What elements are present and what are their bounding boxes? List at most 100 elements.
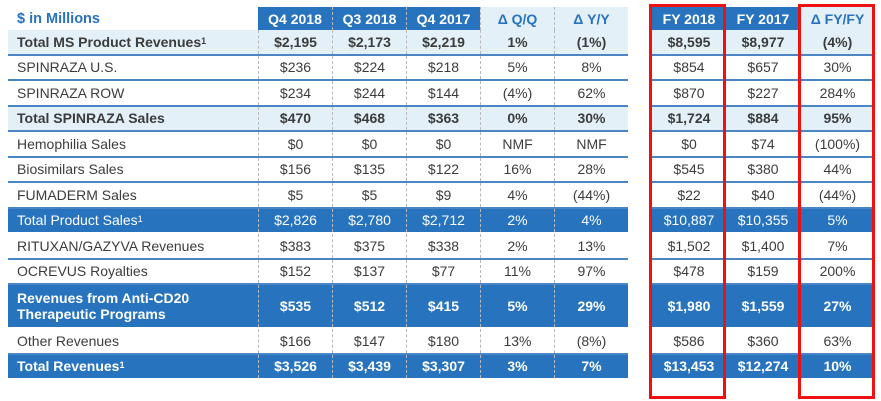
cell-delta-fyfy: 30% xyxy=(800,55,874,79)
row-label-text: SPINRAZA U.S. xyxy=(17,59,118,76)
fy-table-row: $854 $657 30% xyxy=(652,55,874,81)
cell-fy-2017: $227 xyxy=(747,84,779,101)
cell-delta-yy: 13% xyxy=(554,234,628,258)
cell-delta-yy: 97% xyxy=(554,259,628,283)
cell-q3-2018: $468 xyxy=(332,106,406,130)
cell-q3-2018: $244 xyxy=(332,81,406,105)
cell-delta-yy: 28% xyxy=(554,157,628,181)
cell-q4-2017: $338 xyxy=(406,234,480,258)
cell-q3-2018: $512 xyxy=(332,285,406,327)
cell-q4-2017: $2,219 xyxy=(406,30,480,54)
table-row: Other Revenues $166 $147 $180 13% (8%) xyxy=(8,329,628,355)
row-label: Total Product Sales 1 xyxy=(8,209,258,233)
cell-fy-2017: $657 xyxy=(747,59,779,76)
row-label: Other Revenues xyxy=(8,329,258,353)
fy-header-row: FY 2018 FY 2017 Δ FY/FY xyxy=(652,7,874,30)
cell-delta-yy: (44%) xyxy=(554,183,628,207)
cell-fy-2018: $1,724 xyxy=(667,110,711,127)
cell-q3-2018: $3,439 xyxy=(332,354,406,378)
cell-q4-2018: $152 xyxy=(258,259,332,283)
row-label-text: Hemophilia Sales xyxy=(17,135,126,152)
cell-q4-2017: $363 xyxy=(406,106,480,130)
cell-delta-fyfy: 95% xyxy=(800,106,874,130)
cell-fy-2018: $0 xyxy=(681,135,697,152)
cell-delta-fyfy: (100%) xyxy=(800,132,874,156)
cell-delta-qq: 4% xyxy=(480,183,554,207)
row-label-text: Biosimilars Sales xyxy=(17,161,124,178)
cell-delta-fyfy: 5% xyxy=(800,208,874,232)
fy-table-row: $586 $360 63% xyxy=(652,329,874,355)
cell-delta-yy: 29% xyxy=(554,285,628,327)
fy-table-row: $0 $74 (100%) xyxy=(652,132,874,158)
cell-q4-2018: $156 xyxy=(258,157,332,181)
row-label: FUMADERM Sales xyxy=(8,183,258,207)
cell-fy-2018: $1,980 xyxy=(667,298,711,314)
header-q4-2018: Q4 2018 xyxy=(258,7,332,30)
cell-q4-2018: $234 xyxy=(258,81,332,105)
row-label-text: Revenues from Anti-CD20 Therapeutic Prog… xyxy=(17,290,190,322)
cell-q4-2018: $383 xyxy=(258,234,332,258)
table-row: RITUXAN/GAZYVA Revenues $383 $375 $338 2% 13% xyxy=(8,234,628,260)
cell-delta-qq: 2% xyxy=(480,208,554,232)
cell-delta-qq: 13% xyxy=(480,329,554,353)
table-row: SPINRAZA ROW $234 $244 $144 (4%) 62% xyxy=(8,81,628,107)
cell-fy-2017: $884 xyxy=(747,110,779,127)
cell-q3-2018: $5 xyxy=(332,183,406,207)
cell-delta-fyfy: 284% xyxy=(800,81,874,105)
header-q4-2017: Q4 2017 xyxy=(406,7,480,30)
table-row: Total SPINRAZA Sales $470 $468 $363 0% 30% xyxy=(8,106,628,132)
row-label: Total SPINRAZA Sales xyxy=(8,107,258,131)
cell-delta-yy: 4% xyxy=(554,208,628,232)
cell-delta-fyfy: 7% xyxy=(800,234,874,258)
cell-fy-2017: $74 xyxy=(751,135,775,152)
cell-delta-yy: (8%) xyxy=(554,329,628,353)
cell-fy-2018: $870 xyxy=(673,84,705,101)
cell-delta-qq: 16% xyxy=(480,157,554,181)
cell-fy-2018: $10,887 xyxy=(663,212,715,229)
row-label: RITUXAN/GAZYVA Revenues xyxy=(8,234,258,258)
cell-q4-2017: $77 xyxy=(406,259,480,283)
cell-q3-2018: $135 xyxy=(332,157,406,181)
header-delta-yy: Δ Y/Y xyxy=(554,7,628,30)
cell-q4-2018: $166 xyxy=(258,329,332,353)
row-label-text: RITUXAN/GAZYVA Revenues xyxy=(17,237,205,254)
footnote-marker: 1 xyxy=(137,214,143,225)
cell-delta-fyfy: (44%) xyxy=(800,183,874,207)
fy-table-row: $870 $227 284% xyxy=(652,81,874,107)
cell-delta-qq: (4%) xyxy=(480,81,554,105)
row-label: Total MS Product Revenues 1 xyxy=(8,30,258,54)
row-label-text: Other Revenues xyxy=(17,332,119,349)
table-row: Revenues from Anti-CD20 Therapeutic Prog… xyxy=(8,285,628,329)
fy-table-row: $10,887 $10,355 5% xyxy=(652,208,874,234)
header-delta-fyfy: Δ FY/FY xyxy=(800,7,874,30)
cell-delta-fyfy: 200% xyxy=(800,259,874,283)
cell-fy-2017: $380 xyxy=(747,161,779,178)
cell-q4-2018: $3,526 xyxy=(258,354,332,378)
cell-q4-2018: $2,195 xyxy=(258,30,332,54)
fy-table-row: $545 $380 44% xyxy=(652,157,874,183)
cell-q4-2017: $144 xyxy=(406,81,480,105)
cell-fy-2017: $40 xyxy=(751,186,775,203)
cell-delta-fyfy: 63% xyxy=(800,329,874,353)
cell-fy-2018: $478 xyxy=(673,263,705,280)
fy-table-row: $22 $40 (44%) xyxy=(652,183,874,209)
row-label-text: Total MS Product Revenues xyxy=(17,33,202,50)
cell-fy-2018: $8,595 xyxy=(667,33,711,50)
cell-q4-2017: $0 xyxy=(406,132,480,156)
row-label: Revenues from Anti-CD20 Therapeutic Prog… xyxy=(8,285,258,327)
cell-delta-qq: 3% xyxy=(480,354,554,378)
row-label: SPINRAZA U.S. xyxy=(8,56,258,80)
row-label-text: SPINRAZA ROW xyxy=(17,84,125,101)
cell-delta-qq: 0% xyxy=(480,106,554,130)
fy-table-row: $1,980 $1,559 27% xyxy=(652,285,874,329)
cell-q3-2018: $2,780 xyxy=(332,208,406,232)
cell-q4-2017: $2,712 xyxy=(406,208,480,232)
cell-delta-yy: 7% xyxy=(554,354,628,378)
table-row: FUMADERM Sales $5 $5 $9 4% (44%) xyxy=(8,183,628,209)
cell-q3-2018: $137 xyxy=(332,259,406,283)
cell-fy-2017: $1,400 xyxy=(741,237,785,254)
cell-fy-2017: $10,355 xyxy=(737,212,789,229)
table-row: Hemophilia Sales $0 $0 $0 NMF NMF xyxy=(8,132,628,158)
cell-fy-2018: $22 xyxy=(677,186,701,203)
cell-q4-2018: $236 xyxy=(258,55,332,79)
